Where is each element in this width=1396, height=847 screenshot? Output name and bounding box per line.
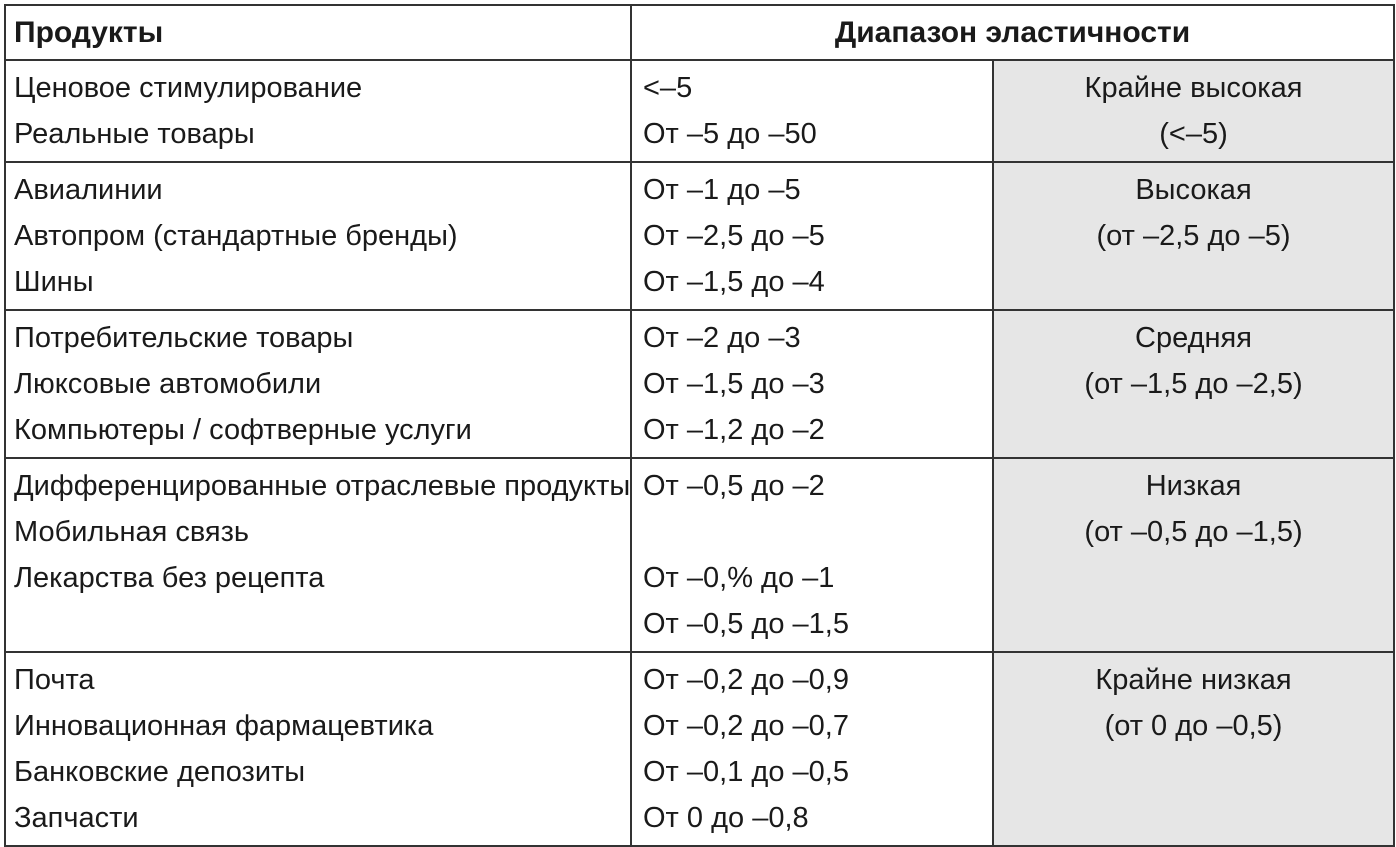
products-cell: Ценовое стимулирование Реальные товары <box>4 59 632 163</box>
product-range: От –2 до –3 <box>643 322 801 354</box>
product-range: От –1,5 до –3 <box>643 368 825 400</box>
elasticity-level: Низкая <box>1145 470 1242 502</box>
product-name: Ценовое стимулирование <box>14 72 363 104</box>
product-range: От –2,5 до –5 <box>643 220 825 252</box>
product-name: Шины <box>14 266 94 298</box>
ranges-cell: От –1 до –5 От –2,5 до –5 От –1,5 до –4 <box>630 161 994 311</box>
product-name: Мобильная связь <box>14 516 250 548</box>
elasticity-level-cell: Высокая (от –2,5 до –5) <box>991 161 1396 311</box>
elasticity-level-cell: Крайне низкая (от 0 до –0,5) <box>991 651 1396 847</box>
product-range: От –5 до –50 <box>643 118 817 150</box>
product-name: Авиалинии <box>14 174 163 206</box>
product-range: От –0,5 до –1,5 <box>643 608 849 640</box>
elasticity-level-cell: Низкая (от –0,5 до –1,5) <box>991 457 1396 653</box>
elasticity-level-range: (от –2,5 до –5) <box>1096 220 1291 252</box>
product-range: От –0,2 до –0,7 <box>643 710 849 742</box>
product-name: Реальные товары <box>14 118 255 150</box>
table-header-row: Продукты Диапазон эластичности <box>4 4 1396 61</box>
product-name: Дифференцированные отраслевые продукты <box>14 470 631 502</box>
product-range: От –0,5 до –2 <box>643 470 825 502</box>
elasticity-level: Высокая <box>1135 174 1252 206</box>
product-name: Автопром (стандартные бренды) <box>14 220 458 252</box>
elasticity-level-range: (<–5) <box>1159 118 1228 150</box>
product-range <box>632 509 992 555</box>
ranges-cell: <–5 От –5 до –50 <box>630 59 994 163</box>
ranges-cell: От –0,5 до –2 От –0,% до –1 От –0,5 до –… <box>630 457 994 653</box>
elasticity-level-cell: Средняя (от –1,5 до –2,5) <box>991 309 1396 459</box>
product-range: От –0,% до –1 <box>643 562 835 594</box>
table-row: Дифференцированные отраслевые продукты М… <box>4 457 1396 653</box>
header-products: Продукты <box>4 4 632 61</box>
products-cell: Дифференцированные отраслевые продукты М… <box>4 457 632 653</box>
product-range: От –0,1 до –0,5 <box>643 756 849 788</box>
products-cell: Почта Инновационная фармацевтика Банковс… <box>4 651 632 847</box>
product-name: Почта <box>14 664 95 696</box>
ranges-cell: От –0,2 до –0,9 От –0,2 до –0,7 От –0,1 … <box>630 651 994 847</box>
product-range: От –1,2 до –2 <box>643 414 825 446</box>
product-range: <–5 <box>643 72 693 104</box>
table-row: Потребительские товары Люксовые автомоби… <box>4 309 1396 459</box>
table-row: Авиалинии Автопром (стандартные бренды) … <box>4 161 1396 311</box>
elasticity-level-range: (от –0,5 до –1,5) <box>1084 516 1303 548</box>
product-name: Банковские депозиты <box>14 756 306 788</box>
product-name: Потребительские товары <box>14 322 354 354</box>
product-name: Инновационная фармацевтика <box>14 710 434 742</box>
product-range: От –1,5 до –4 <box>643 266 825 298</box>
product-range: От –1 до –5 <box>643 174 801 206</box>
elasticity-level-range: (от –1,5 до –2,5) <box>1084 368 1303 400</box>
elasticity-table: Продукты Диапазон эластичности Ценовое с… <box>4 4 1396 847</box>
product-name: Люксовые автомобили <box>14 368 322 400</box>
products-cell: Авиалинии Автопром (стандартные бренды) … <box>4 161 632 311</box>
product-range: От 0 до –0,8 <box>643 802 809 834</box>
product-range: От –0,2 до –0,9 <box>643 664 849 696</box>
elasticity-level: Крайне низкая <box>1095 664 1292 696</box>
table-row: Почта Инновационная фармацевтика Банковс… <box>4 651 1396 847</box>
product-name <box>6 601 630 647</box>
product-name: Компьютеры / софтверные услуги <box>14 414 472 446</box>
elasticity-level: Крайне высокая <box>1084 72 1303 104</box>
elasticity-level-range: (от 0 до –0,5) <box>1104 710 1283 742</box>
product-name: Запчасти <box>14 802 139 834</box>
table-row: Ценовое стимулирование Реальные товары <… <box>4 59 1396 163</box>
header-elasticity-range: Диапазон эластичности <box>629 4 1396 61</box>
products-cell: Потребительские товары Люксовые автомоби… <box>4 309 632 459</box>
elasticity-level: Средняя <box>1135 322 1252 354</box>
product-name: Лекарства без рецепта <box>14 562 325 594</box>
ranges-cell: От –2 до –3 От –1,5 до –3 От –1,2 до –2 <box>630 309 994 459</box>
elasticity-level-cell: Крайне высокая (<–5) <box>991 59 1396 163</box>
